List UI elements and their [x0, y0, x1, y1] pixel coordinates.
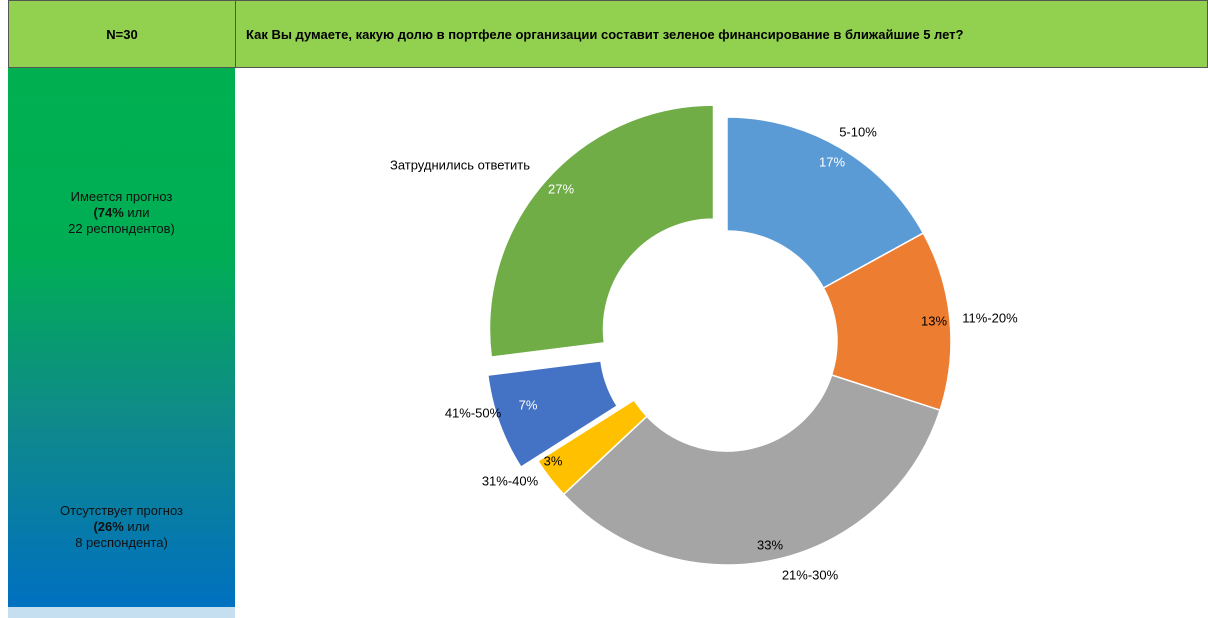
n-label: N=30: [106, 26, 138, 42]
category-label: 5-10%: [839, 124, 877, 139]
value-label: 33%: [757, 537, 783, 552]
forecast-block: Имеется прогноз (74% или 22 респондентов…: [8, 189, 235, 237]
value-label: 17%: [819, 154, 845, 169]
bold-pct: (74%: [93, 205, 124, 220]
line: (74% или: [8, 205, 235, 221]
donut-slice: [562, 374, 941, 566]
text: 22 респондентов): [68, 221, 175, 236]
text: или: [123, 519, 150, 534]
text: Имеется прогноз: [70, 189, 173, 204]
value-label: 3%: [544, 453, 563, 468]
value-label: 7%: [519, 397, 538, 412]
question-header: Как Вы думаете, какую долю в портфеле ор…: [235, 0, 1208, 68]
category-label: 41%-50%: [445, 405, 502, 420]
donut-slice: [536, 398, 648, 496]
no-forecast-block: Отсутствует прогноз (26% или 8 респонден…: [8, 503, 235, 551]
category-label: Затруднились ответить: [390, 157, 530, 172]
value-label: 13%: [921, 313, 947, 328]
category-label: 21%-30%: [782, 567, 839, 582]
side-panel: [8, 68, 235, 607]
n-header: N=30: [8, 0, 236, 68]
bold-pct: (26%: [93, 519, 124, 534]
text: 8 респондента): [75, 535, 168, 550]
category-label: 11%-20%: [962, 310, 1018, 325]
donut-slice: [486, 360, 619, 469]
line: (26% или: [8, 519, 235, 535]
text: или: [123, 205, 150, 220]
donut-slice: [488, 104, 715, 359]
donut-slice: [726, 116, 925, 290]
category-label: 31%-40%: [482, 473, 539, 488]
side-strip: [8, 607, 235, 618]
value-label: 27%: [548, 181, 574, 196]
question: Как Вы думаете, какую долю в портфеле ор…: [246, 26, 964, 42]
text: Отсутствует прогноз: [60, 503, 183, 518]
